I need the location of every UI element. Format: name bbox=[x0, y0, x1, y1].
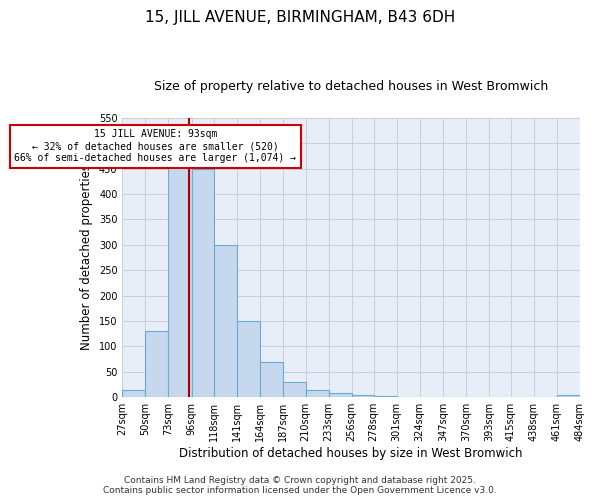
Text: 15, JILL AVENUE, BIRMINGHAM, B43 6DH: 15, JILL AVENUE, BIRMINGHAM, B43 6DH bbox=[145, 10, 455, 25]
Bar bbox=[236, 321, 260, 397]
Bar bbox=[466, 396, 489, 397]
Bar bbox=[420, 396, 443, 397]
Bar bbox=[511, 396, 534, 397]
Bar bbox=[374, 396, 397, 397]
Y-axis label: Number of detached properties: Number of detached properties bbox=[80, 164, 94, 350]
Text: Contains HM Land Registry data © Crown copyright and database right 2025.
Contai: Contains HM Land Registry data © Crown c… bbox=[103, 476, 497, 495]
Bar bbox=[557, 394, 580, 397]
Bar bbox=[145, 331, 169, 397]
Bar bbox=[329, 393, 352, 397]
Bar bbox=[305, 390, 329, 397]
Bar bbox=[122, 390, 145, 397]
Bar bbox=[191, 168, 214, 397]
Bar bbox=[534, 396, 557, 397]
X-axis label: Distribution of detached houses by size in West Bromwich: Distribution of detached houses by size … bbox=[179, 447, 523, 460]
Bar bbox=[169, 166, 191, 397]
Bar bbox=[352, 394, 374, 397]
Title: Size of property relative to detached houses in West Bromwich: Size of property relative to detached ho… bbox=[154, 80, 548, 93]
Bar bbox=[283, 382, 305, 397]
Text: 15 JILL AVENUE: 93sqm
← 32% of detached houses are smaller (520)
66% of semi-det: 15 JILL AVENUE: 93sqm ← 32% of detached … bbox=[14, 130, 296, 162]
Bar bbox=[443, 396, 466, 397]
Bar bbox=[489, 396, 511, 397]
Bar bbox=[260, 362, 283, 397]
Bar bbox=[397, 396, 420, 397]
Bar bbox=[214, 245, 236, 397]
